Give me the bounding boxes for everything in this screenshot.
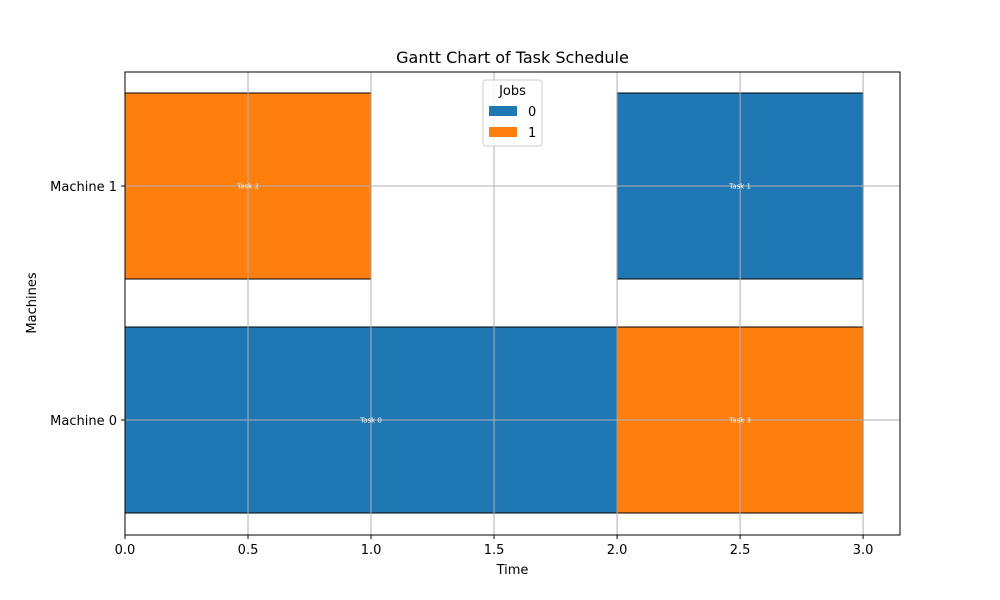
task-label: Task 1	[728, 183, 751, 191]
y-axis-ticks: Machine 0 Machine 1	[50, 180, 125, 429]
task-label: Task 0	[359, 417, 382, 425]
x-tick-label: 3.0	[853, 543, 874, 558]
x-tick-label: 0.0	[115, 543, 136, 558]
task-label: Task 2	[236, 183, 259, 191]
legend-entry-label: 1	[528, 126, 536, 141]
x-tick-label: 1.5	[484, 543, 505, 558]
task-labels: Task 0 Task 3 Task 2 Task 1	[236, 183, 751, 425]
x-tick-label: 0.5	[238, 543, 259, 558]
legend-swatch	[489, 127, 517, 137]
legend-entry-label: 0	[528, 105, 536, 120]
legend: Jobs 01	[482, 79, 543, 147]
legend-swatch	[489, 106, 517, 116]
task-label: Task 3	[728, 417, 751, 425]
x-tick-label: 1.0	[361, 543, 382, 558]
chart-title: Gantt Chart of Task Schedule	[396, 48, 629, 67]
legend-title: Jobs	[498, 84, 526, 99]
plot-area-frame	[124, 71, 901, 536]
x-tick-label: 2.5	[730, 543, 751, 558]
legend-entries: 01	[489, 105, 536, 141]
x-tick-label: 2.0	[607, 543, 628, 558]
x-axis-ticks: 0.0 0.5 1.0 1.5 2.0 2.5 3.0	[115, 535, 874, 558]
y-tick-label: Machine 0	[50, 414, 117, 429]
y-tick-label: Machine 1	[50, 180, 117, 195]
x-axis-title: Time	[496, 563, 529, 578]
y-axis-title: Machines	[25, 272, 40, 333]
